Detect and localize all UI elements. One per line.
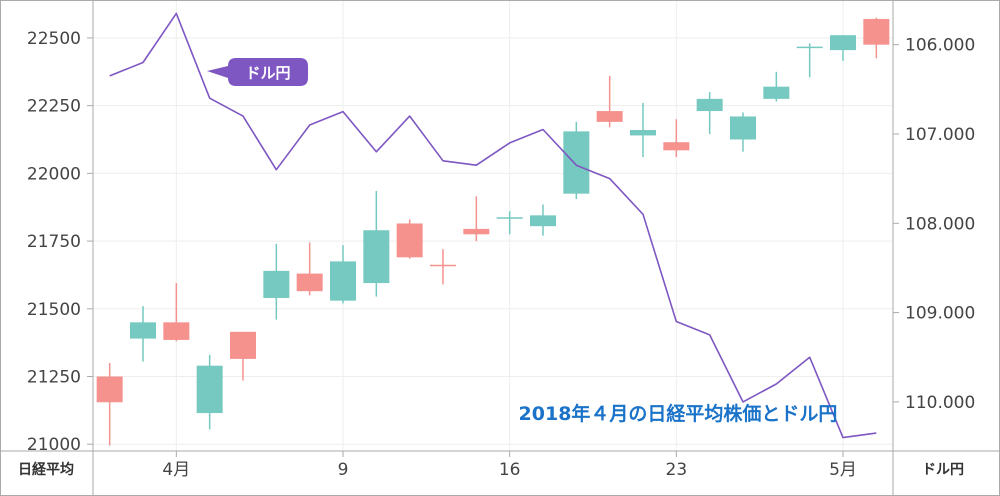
candle-body bbox=[863, 18, 890, 45]
candle-up bbox=[263, 243, 290, 320]
right-axis: 106.000 107.000 108.000 109.000 110.000 bbox=[893, 36, 975, 413]
candle-up bbox=[630, 102, 656, 158]
candle-up bbox=[330, 245, 356, 304]
left-tick-label: 21500 bbox=[27, 300, 81, 320]
left-tick-label: 21750 bbox=[27, 232, 81, 252]
candle-down bbox=[96, 362, 123, 446]
candle-up bbox=[763, 71, 790, 102]
candle-up bbox=[730, 112, 756, 152]
x-tick-label: 16 bbox=[499, 460, 521, 480]
candle-down bbox=[863, 17, 890, 59]
grid bbox=[93, 0, 893, 451]
candle-down bbox=[396, 219, 423, 259]
candle-body bbox=[363, 230, 390, 284]
candle-body bbox=[730, 116, 756, 140]
candle-down bbox=[163, 283, 190, 342]
candle-body bbox=[563, 131, 590, 194]
right-tick-label: 107.000 bbox=[905, 125, 975, 145]
right-axis-name: ドル円 bbox=[922, 462, 964, 478]
usdjpy-line-label: ドル円 bbox=[207, 58, 308, 86]
candle-body bbox=[163, 322, 190, 340]
x-axis: 4月 9 16 23 5月 bbox=[162, 451, 857, 480]
candle-body bbox=[696, 98, 723, 112]
x-tick-label: 23 bbox=[666, 460, 688, 480]
candle-body bbox=[130, 322, 156, 339]
candle-down bbox=[430, 249, 456, 285]
right-tick-label: 108.000 bbox=[905, 214, 975, 234]
candle-body bbox=[830, 35, 856, 51]
candle-up bbox=[563, 121, 590, 200]
left-axis-name: 日経平均 bbox=[18, 461, 74, 478]
left-tick-label: 21000 bbox=[27, 435, 81, 455]
left-tick-label: 22000 bbox=[27, 164, 81, 184]
candle-body bbox=[596, 111, 623, 122]
candle-down bbox=[663, 119, 690, 158]
right-tick-label: 106.000 bbox=[905, 36, 975, 56]
usdjpy-label-background bbox=[207, 58, 308, 86]
candle-body bbox=[96, 376, 123, 403]
candle-body bbox=[196, 365, 223, 414]
candle-up bbox=[196, 354, 223, 430]
left-axis: 21000 21250 21500 21750 22000 22250 22500 bbox=[27, 29, 93, 455]
candle-down bbox=[463, 196, 490, 242]
candle-up bbox=[830, 35, 856, 61]
candle-body bbox=[763, 86, 790, 99]
candle-body bbox=[630, 130, 656, 136]
candle-body bbox=[230, 331, 256, 359]
x-tick-label: 4月 bbox=[162, 460, 190, 480]
candle-up bbox=[530, 204, 556, 236]
candle-body bbox=[296, 273, 323, 292]
left-tick-label: 21250 bbox=[27, 368, 81, 388]
usdjpy-line bbox=[109, 12, 877, 439]
candle-down bbox=[296, 242, 323, 296]
right-tick-label: 110.000 bbox=[905, 393, 975, 413]
candle-down bbox=[596, 75, 623, 128]
candle-body bbox=[396, 223, 423, 258]
candle-body bbox=[530, 215, 556, 227]
candle-body bbox=[663, 142, 690, 151]
usdjpy-line-group bbox=[109, 12, 877, 439]
usdjpy-label-text: ドル円 bbox=[245, 64, 290, 82]
candle-body bbox=[330, 261, 356, 301]
right-tick-label: 109.000 bbox=[905, 304, 975, 324]
candle-body bbox=[463, 228, 490, 235]
candle-up bbox=[796, 43, 823, 78]
candle-up bbox=[130, 306, 156, 362]
candles bbox=[96, 17, 890, 446]
chart-title: 2018年４月の日経平均株価とドル円 bbox=[519, 402, 838, 425]
candle-up bbox=[496, 211, 523, 235]
x-tick-label: 9 bbox=[338, 460, 349, 480]
candle-body bbox=[263, 270, 290, 298]
candle-up bbox=[363, 190, 390, 297]
candle-down bbox=[230, 331, 256, 381]
left-tick-label: 22500 bbox=[27, 29, 81, 49]
left-tick-label: 22250 bbox=[27, 97, 81, 117]
candle-up bbox=[696, 92, 723, 135]
x-tick-label: 5月 bbox=[829, 460, 857, 480]
